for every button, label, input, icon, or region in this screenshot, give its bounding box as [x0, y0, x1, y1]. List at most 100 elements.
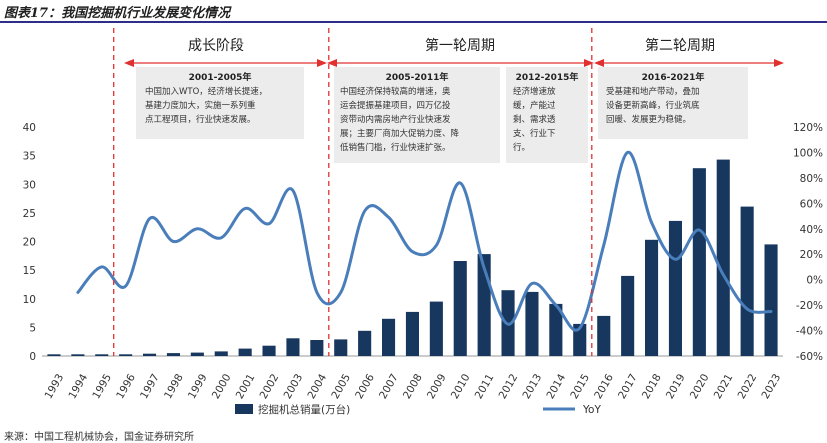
legend: 挖掘机总销量(万台) YoY	[235, 403, 601, 416]
legend-bar-label: 挖掘机总销量(万台)	[258, 403, 350, 416]
x-tick-1993: 1993	[43, 372, 67, 401]
bar-2004	[310, 340, 324, 356]
annotation-box-2001-2005: 2001-2005年 中国加入WTO，经济增长提速， 基建力度加大，实施一系列重…	[136, 67, 304, 139]
bar-2015	[573, 323, 587, 356]
x-tick-2010: 2010	[449, 372, 473, 401]
left-tick-5: 5	[29, 322, 36, 334]
svg-text:2001-2005年: 2001-2005年	[189, 71, 252, 83]
svg-text:2005-2011年: 2005-2011年	[386, 71, 449, 83]
left-tick-15: 15	[23, 265, 36, 277]
svg-text:缓，产能过: 缓，产能过	[513, 100, 556, 111]
svg-text:支、行业下: 支、行业下	[513, 128, 556, 139]
left-tick-25: 25	[23, 208, 36, 220]
bar-1998	[166, 353, 180, 356]
x-axis-ticks: 1993 1994 1995 1996 1997 1998 1999 2000 2001 2002…	[43, 372, 784, 401]
svg-text:行。: 行。	[513, 142, 530, 153]
svg-text:设备更新高峰，行业筑底: 设备更新高峰，行业筑底	[606, 100, 700, 111]
phase-arrow-1	[124, 59, 327, 67]
left-axis-ticks: 0 5 10 15 20 25 30 35 40	[23, 122, 36, 363]
legend-line-label: YoY	[582, 404, 601, 416]
bar-1997	[143, 353, 157, 356]
x-tick-2019: 2019	[664, 372, 688, 401]
right-tick-20%: 20%	[800, 249, 823, 261]
bar-2013	[525, 291, 539, 356]
bar-2001	[238, 348, 252, 356]
svg-text:运会提振基建项目，四万亿投: 运会提振基建项目，四万亿投	[340, 100, 451, 111]
bar-2022	[740, 206, 754, 356]
x-tick-2021: 2021	[712, 372, 736, 401]
x-tick-2017: 2017	[616, 372, 640, 401]
x-tick-1997: 1997	[138, 372, 162, 401]
bar-1996	[119, 354, 133, 356]
svg-text:展；主要厂商加大促销力度、降: 展；主要厂商加大促销力度、降	[340, 128, 460, 139]
bar-1993	[47, 354, 61, 356]
right-tick-120%: 120%	[793, 122, 823, 134]
bar-2008	[405, 311, 419, 356]
bar-2019	[668, 220, 682, 356]
right-tick-0%: 0%	[806, 275, 823, 287]
svg-text:经济增速放: 经济增速放	[513, 86, 556, 97]
right-tick-80%: 80%	[800, 173, 823, 185]
svg-text:回暖、发展更为稳健。: 回暖、发展更为稳健。	[606, 114, 691, 125]
left-tick-10: 10	[23, 294, 36, 306]
bar-2002	[262, 345, 276, 356]
right-tick-40%: 40%	[800, 224, 823, 236]
bar-2005	[334, 339, 348, 356]
bar-1994	[71, 354, 85, 356]
bar-2010	[453, 261, 467, 356]
svg-text:低销售门槛，行业快速扩张。: 低销售门槛，行业快速扩张。	[340, 142, 451, 153]
svg-text:2012-2015年: 2012-2015年	[516, 71, 579, 83]
x-tick-1995: 1995	[90, 372, 114, 401]
x-tick-2011: 2011	[473, 372, 497, 401]
x-tick-2004: 2004	[305, 372, 329, 401]
x-tick-2000: 2000	[210, 372, 234, 401]
bar-1999	[190, 352, 204, 356]
annotation-box-2012-2015: 2012-2015年 经济增速放 缓，产能过 剩、需求透 支、行业下 行。	[506, 67, 588, 163]
phase-arrow-2	[327, 59, 594, 67]
x-tick-2023: 2023	[760, 372, 784, 401]
legend-bar-swatch	[235, 404, 253, 414]
x-tick-2008: 2008	[401, 372, 425, 401]
x-tick-2007: 2007	[377, 372, 401, 401]
bar-2007	[382, 318, 396, 356]
bar-series	[47, 159, 778, 356]
bar-2018	[645, 239, 659, 356]
bar-2000	[214, 351, 228, 356]
left-tick-40: 40	[23, 122, 36, 134]
svg-text:中国经济保持较高的增速，奥: 中国经济保持较高的增速，奥	[340, 86, 451, 97]
x-tick-2013: 2013	[521, 372, 545, 401]
bar-2023	[764, 244, 778, 356]
bar-2009	[429, 301, 443, 356]
x-tick-2006: 2006	[353, 372, 377, 401]
bar-1995	[95, 354, 109, 356]
svg-text:基建力度加大，实施一系列重: 基建力度加大，实施一系列重	[145, 100, 256, 111]
bar-2020	[692, 168, 706, 356]
x-tick-1996: 1996	[114, 372, 138, 401]
right-tick--40%: -40%	[796, 326, 823, 338]
bar-2017	[621, 275, 635, 356]
x-tick-2009: 2009	[425, 372, 449, 401]
source-note: 来源：中国工程机械协会，国金证券研究所	[4, 432, 194, 443]
left-tick-20: 20	[23, 237, 36, 249]
right-tick-100%: 100%	[793, 147, 823, 159]
right-tick-60%: 60%	[800, 198, 823, 210]
left-tick-30: 30	[23, 179, 36, 191]
svg-text:资带动内需房地产行业快速发: 资带动内需房地产行业快速发	[340, 114, 451, 125]
x-tick-1998: 1998	[162, 372, 186, 401]
x-tick-2016: 2016	[592, 372, 616, 401]
x-tick-2015: 2015	[568, 372, 592, 401]
right-axis-ticks: -60% -40% -20% 0% 20% 40% 60% 80% 100% 120%	[793, 122, 823, 363]
x-tick-2012: 2012	[497, 372, 521, 401]
bar-2021	[716, 159, 730, 356]
right-tick--20%: -20%	[796, 300, 823, 312]
left-tick-35: 35	[23, 151, 36, 163]
bar-2003	[286, 338, 300, 356]
x-tick-1994: 1994	[66, 372, 90, 401]
yoy-line	[76, 150, 773, 332]
x-tick-2005: 2005	[329, 372, 353, 401]
right-tick--60%: -60%	[796, 351, 823, 363]
bar-2014	[549, 303, 563, 356]
bar-2016	[597, 315, 611, 356]
x-tick-2018: 2018	[640, 372, 664, 401]
